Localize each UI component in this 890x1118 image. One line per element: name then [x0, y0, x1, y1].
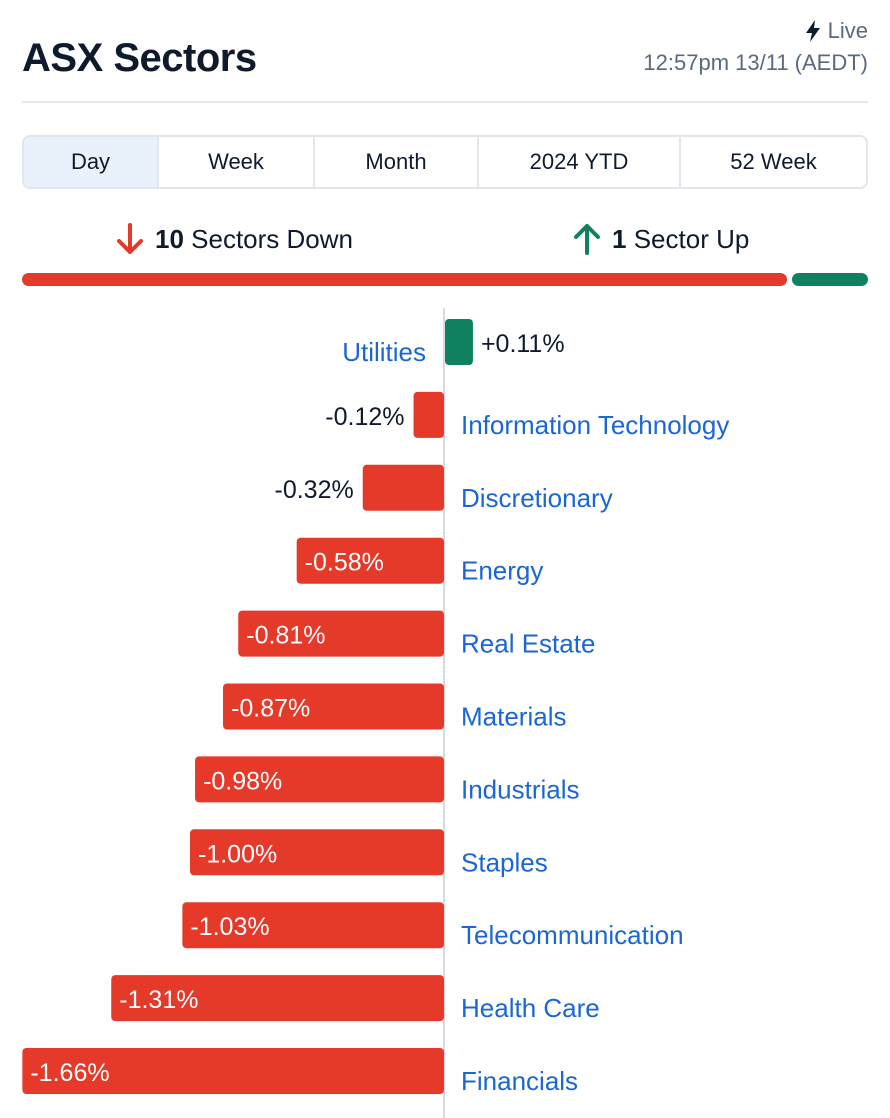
- bar-real-estate: [238, 610, 444, 657]
- page-title: ASX Sectors: [22, 36, 257, 80]
- arrow-up-icon: [574, 224, 600, 255]
- value-label: -0.81%: [246, 622, 325, 650]
- sector-link[interactable]: Utilities: [342, 337, 426, 367]
- sector-link[interactable]: Telecommunication: [461, 920, 684, 950]
- bar-financials: [22, 1048, 445, 1094]
- breadth-down-segment: [22, 273, 787, 286]
- value-label: +0.11%: [481, 330, 565, 358]
- value-label: -0.32%: [275, 476, 354, 504]
- sector-link[interactable]: Health Care: [461, 993, 600, 1023]
- sectors-up-summary: 1 Sector Up: [572, 222, 749, 256]
- up-label: Sector Up: [633, 223, 750, 254]
- bar-industrials: [195, 756, 444, 803]
- tab-month[interactable]: Month: [315, 137, 479, 187]
- tab-week[interactable]: Week: [159, 137, 315, 187]
- tab-52-week[interactable]: 52 Week: [730, 149, 817, 174]
- bar-materials: [223, 683, 444, 730]
- sector-link[interactable]: Real Estate: [461, 629, 595, 659]
- bar-staples: [190, 829, 444, 876]
- value-label: -0.12%: [325, 403, 404, 431]
- value-label: -0.87%: [231, 695, 310, 723]
- sector-link[interactable]: Discretionary: [461, 483, 613, 513]
- down-count: 10: [155, 223, 184, 254]
- lightning-icon: [805, 20, 820, 42]
- breadth-up-segment: [792, 273, 868, 286]
- value-label: -0.58%: [305, 549, 384, 577]
- bar-information-technology: [413, 391, 444, 438]
- value-label: -1.31%: [119, 986, 198, 1014]
- up-count: 1: [612, 223, 627, 254]
- value-label: -0.98%: [203, 767, 282, 795]
- header-divider: [22, 101, 868, 103]
- live-indicator: Live: [804, 18, 868, 44]
- live-label: Live: [827, 18, 868, 43]
- bar-energy: [296, 537, 444, 584]
- period-tabs: Day Week Month 2024 YTD 52 Week: [22, 135, 868, 189]
- breadth-bar: [22, 273, 868, 286]
- sector-link[interactable]: Financials: [461, 1066, 578, 1096]
- sector-link[interactable]: Information Technology: [461, 410, 729, 440]
- tab-2024-ytd[interactable]: 2024 YTD: [479, 137, 681, 187]
- down-label: Sectors Down: [191, 223, 353, 254]
- sector-link[interactable]: Energy: [461, 556, 543, 586]
- sector-link[interactable]: Industrials: [461, 774, 580, 804]
- value-label: -1.03%: [190, 913, 269, 941]
- arrow-down-icon: [117, 223, 143, 254]
- bar-utilities: [445, 319, 473, 365]
- value-label: -1.00%: [198, 840, 277, 868]
- timestamp: 12:57pm 13/11 (AEDT): [643, 50, 868, 75]
- value-label: -1.66%: [30, 1059, 109, 1087]
- bar-discretionary: [362, 464, 444, 511]
- sector-link[interactable]: Staples: [461, 847, 548, 877]
- bar-health-care: [111, 975, 444, 1022]
- tab-day[interactable]: Day: [24, 137, 159, 187]
- bar-telecommunication: [182, 902, 444, 949]
- sectors-down-summary: 10 Sectors Down: [115, 222, 353, 256]
- sector-link[interactable]: Materials: [461, 702, 566, 732]
- sector-bar-chart: +0.11% Utilities -0.12% Information Technol…: [22, 308, 729, 1118]
